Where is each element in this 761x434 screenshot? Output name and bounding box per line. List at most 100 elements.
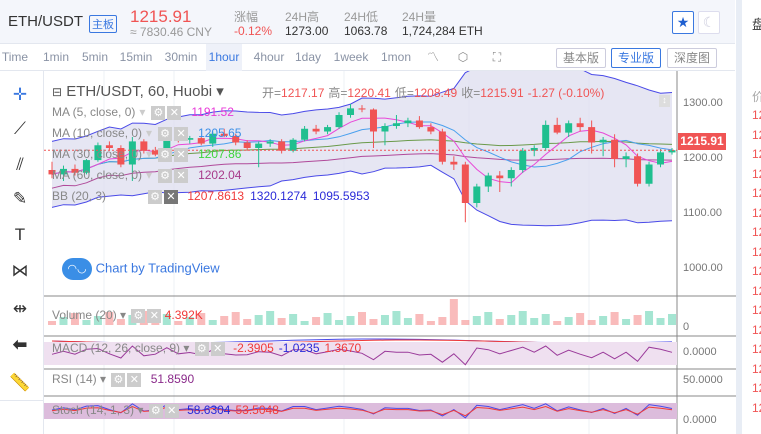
- stat-label: 24H高: [285, 10, 320, 24]
- view-button[interactable]: 深度图: [667, 48, 718, 68]
- stat-value: -0.12%: [234, 24, 273, 38]
- candle-body: [255, 143, 263, 148]
- gear-icon[interactable]: ⚙: [131, 308, 146, 323]
- close-icon[interactable]: ✕: [127, 372, 142, 387]
- measure-icon[interactable]: ⇹: [12, 299, 28, 318]
- chevron-down-icon[interactable]: ▾: [146, 168, 153, 182]
- ruler-icon[interactable]: 📏: [9, 373, 31, 392]
- candle-body: [197, 138, 205, 144]
- volume-bar: [323, 313, 332, 325]
- interval-1week[interactable]: 1week: [333, 50, 369, 64]
- ohlc-item: 低=1208.49: [395, 86, 457, 100]
- gear-icon[interactable]: ⚙: [148, 189, 163, 204]
- rsi-label: RSI (14): [52, 372, 97, 386]
- pattern-icon[interactable]: ⋈: [11, 261, 29, 280]
- brush-icon[interactable]: ✎: [12, 189, 28, 208]
- close-icon[interactable]: ✕: [164, 189, 179, 204]
- volume-bar: [633, 315, 642, 325]
- orderbook-price: 12: [752, 264, 761, 278]
- fib-icon[interactable]: ⫽: [16, 155, 24, 174]
- ohlc-item: 收=1215.91: [461, 86, 523, 100]
- interval-4hour[interactable]: 4hour: [253, 50, 285, 64]
- star-icon: ★: [676, 14, 690, 30]
- orderbook-price: 12: [752, 303, 761, 317]
- pair-name[interactable]: ETH/USDT: [8, 13, 83, 30]
- drawing-toolbar: ✛ ⟋ ⫽ ✎ T ⋈ ⇹ ⬅ 📏: [0, 71, 44, 434]
- candle-body: [59, 168, 67, 175]
- stoch-axis-tick: 0.0000: [683, 414, 717, 426]
- ticker-header: ETH/USDT 主板 1215.91 ≈ 7830.46 CNY 涨幅 -0.1…: [0, 0, 735, 44]
- gear-icon[interactable]: ⚙: [158, 168, 173, 183]
- gear-icon[interactable]: ⚙: [151, 105, 166, 120]
- fullscreen-icon[interactable]: ⛶: [492, 50, 502, 64]
- ma-value: 1202.04: [198, 168, 242, 182]
- candle-body: [530, 148, 538, 151]
- price-axis-drag-icon[interactable]: ↕: [659, 95, 670, 107]
- text-icon[interactable]: T: [14, 225, 26, 244]
- orderbook-price: 12: [752, 108, 761, 122]
- ma-value: 1191.52: [191, 105, 234, 119]
- trendline-icon[interactable]: ⟋: [14, 119, 26, 138]
- gear-icon[interactable]: ⚙: [158, 126, 173, 141]
- last-price-label: 1215.91: [678, 133, 726, 150]
- candle-body: [450, 161, 458, 165]
- close-icon[interactable]: ✕: [174, 147, 189, 162]
- chevron-down-icon[interactable]: ▾: [139, 105, 146, 119]
- interval-time[interactable]: Time: [1, 50, 29, 64]
- candle-body: [289, 139, 297, 151]
- collapse-icon[interactable]: ⊟: [52, 85, 63, 99]
- interval-15min[interactable]: 15min: [119, 50, 153, 64]
- candle-body: [599, 139, 607, 143]
- gear-icon[interactable]: ⚙: [194, 341, 209, 356]
- gear-icon[interactable]: ⚙: [158, 147, 173, 162]
- macd-axis-tick: 0.0000: [683, 346, 717, 358]
- orderbook-panel: 盘 价 12 12 12 12 12 12 12 12 12 12 12 12 12 12 12 12: [742, 0, 761, 434]
- stat-label: 24H低: [344, 10, 379, 24]
- chevron-down-icon[interactable]: ▾: [146, 147, 153, 161]
- ohlc-key: 高=: [328, 86, 348, 100]
- candle-body: [117, 148, 125, 165]
- close-icon[interactable]: ✕: [210, 341, 225, 356]
- interval-1hour[interactable]: 1hour: [206, 44, 242, 71]
- close-icon[interactable]: ✕: [167, 105, 182, 120]
- orderbook-price: 12: [752, 205, 761, 220]
- ma-legend: MA (10, close, 0) ▾ ⚙ ✕ 1205.65: [52, 126, 241, 141]
- settings-hex-icon[interactable]: ⬡: [457, 50, 469, 64]
- volume-bar: [553, 321, 562, 325]
- indicator-icon[interactable]: 〽: [426, 50, 439, 64]
- close-icon[interactable]: ✕: [174, 168, 189, 183]
- chart-canvas[interactable]: [44, 71, 736, 434]
- ma-value: 1207.86: [198, 147, 242, 161]
- view-button[interactable]: 基本版: [556, 48, 607, 68]
- back-arrow-icon[interactable]: ⬅: [12, 335, 28, 354]
- candle-body: [519, 150, 527, 170]
- volume-bar: [312, 317, 321, 325]
- gear-icon[interactable]: ⚙: [111, 372, 126, 387]
- theme-toggle-button[interactable]: ☾: [698, 11, 720, 34]
- ohlc-item: 高=1220.41: [328, 86, 390, 100]
- candle-body: [576, 123, 584, 128]
- board-badge: 主板: [89, 15, 117, 33]
- interval-1min[interactable]: 1min: [42, 50, 69, 64]
- volume-bar: [599, 316, 608, 325]
- view-button[interactable]: 专业版: [611, 48, 662, 68]
- ma-value: 1205.65: [198, 126, 242, 140]
- volume-axis-tick: 0: [683, 321, 690, 333]
- favorite-button[interactable]: ★: [672, 11, 694, 34]
- interval-1mon[interactable]: 1mon: [380, 50, 412, 64]
- interval-1day[interactable]: 1day: [294, 50, 322, 64]
- gear-icon[interactable]: ⚙: [148, 403, 163, 418]
- close-icon[interactable]: ✕: [174, 126, 189, 141]
- price-tick: 1200.00: [683, 152, 723, 164]
- crosshair-icon[interactable]: ✛: [12, 85, 28, 104]
- chevron-down-icon[interactable]: ▾: [146, 126, 153, 140]
- close-icon[interactable]: ✕: [147, 308, 162, 323]
- volume-bar: [277, 318, 286, 325]
- interval-30min[interactable]: 30min: [164, 50, 198, 64]
- candle-body: [427, 127, 435, 132]
- interval-5min[interactable]: 5min: [81, 50, 108, 64]
- volume-bar: [197, 313, 206, 325]
- close-icon[interactable]: ✕: [164, 403, 179, 418]
- orderbook-price: 12: [752, 225, 761, 239]
- price-tick: 1100.00: [683, 207, 722, 219]
